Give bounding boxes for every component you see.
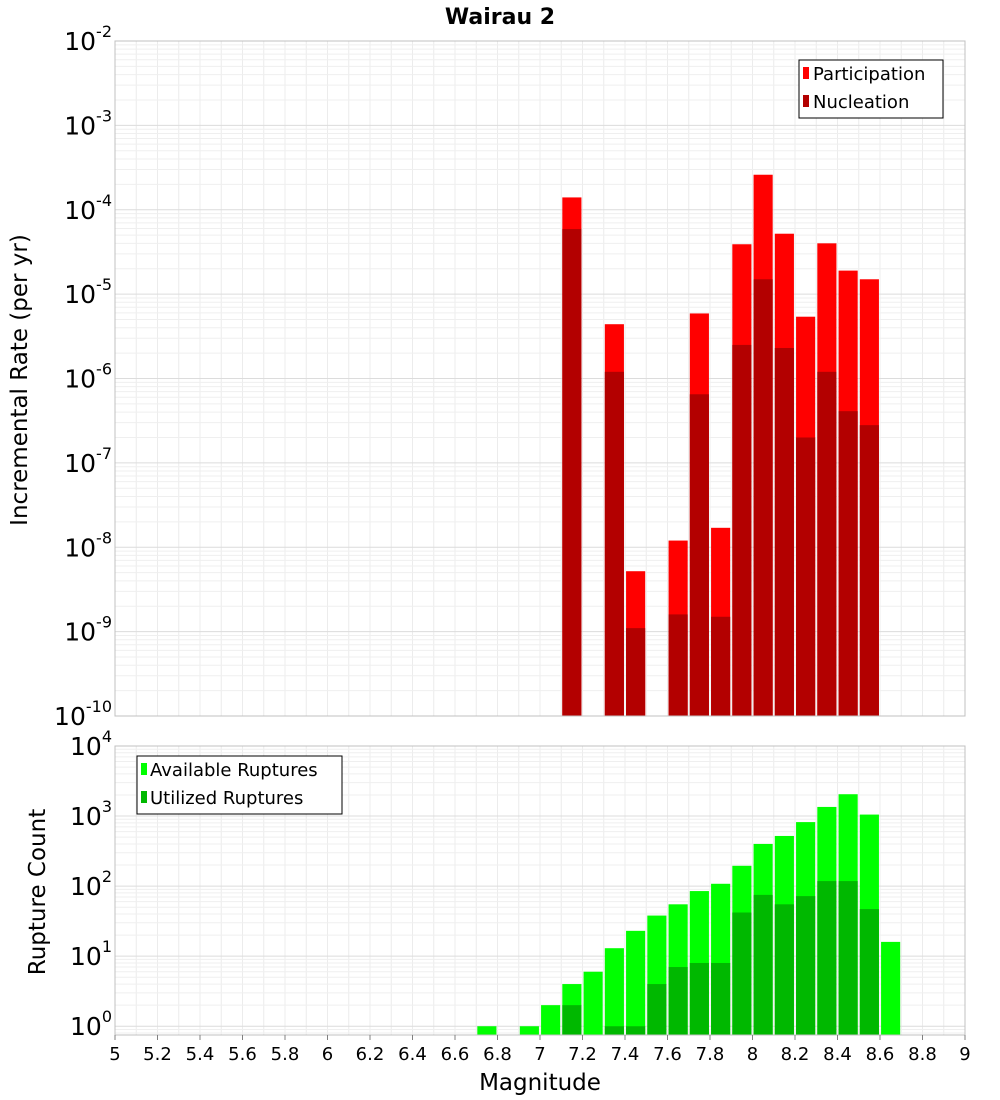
nucleation-bar [668, 614, 688, 716]
y-tick-label: 102 [70, 867, 112, 901]
nucleation-bar [817, 371, 837, 716]
nucleation-bar [711, 616, 731, 716]
rate-y-axis-label: Incremental Rate (per yr) [7, 234, 33, 526]
x-tick-label: 8.2 [781, 1044, 810, 1065]
y-tick-label: 10-3 [64, 106, 112, 140]
utilized-legend-label: Utilized Ruptures [150, 788, 303, 809]
utilized-ruptures-bar [689, 962, 709, 1035]
x-tick-label: 6 [322, 1044, 333, 1065]
x-tick-label: 5 [109, 1044, 120, 1065]
x-tick-label: 5.6 [228, 1044, 257, 1065]
y-tick-label: 100 [70, 1007, 112, 1041]
utilized-legend-swatch [141, 791, 147, 803]
x-tick-label: 6.4 [398, 1044, 427, 1065]
utilized-ruptures-bar [732, 912, 752, 1035]
rate-legend: Participation Nucleation [798, 59, 944, 119]
y-tick-label: 10-9 [64, 613, 112, 647]
utilized-ruptures-bar [626, 1026, 646, 1035]
utilized-ruptures-bar [753, 894, 773, 1035]
x-tick-label: 8.6 [866, 1044, 895, 1065]
rupture-panel-bars [477, 794, 901, 1035]
nucleation-legend-label: Nucleation [813, 92, 909, 113]
x-tick-label: 7.4 [611, 1044, 640, 1065]
rupture-legend-box [136, 755, 343, 815]
participation-legend-swatch [803, 67, 809, 79]
y-tick-label: 10-2 [64, 22, 112, 56]
y-tick-label: 104 [70, 727, 112, 761]
rupture-legend: Available Ruptures Utilized Ruptures [136, 755, 343, 815]
x-tick-label: 6.8 [483, 1044, 512, 1065]
x-tick-label: 8.8 [908, 1044, 937, 1065]
rupture-y-ticks: 104 103 102 101 100 [70, 727, 112, 1041]
magnitude-x-ticks: 5 5.2 5.4 5.6 5.8 6 6.2 6.4 6.6 6.8 7 7.2 7.4 7.6 7.8 8… [109, 1035, 971, 1065]
nucleation-bar [626, 628, 646, 716]
x-tick-label: 7 [534, 1044, 545, 1065]
utilized-ruptures-bar [796, 896, 816, 1035]
y-tick-label: 10-7 [64, 444, 112, 478]
x-tick-label: 9 [959, 1044, 970, 1065]
x-tick-label: 7.2 [568, 1044, 597, 1065]
available-ruptures-bar [541, 1005, 561, 1035]
y-tick-label: 101 [70, 937, 112, 971]
rate-y-ticks: 10-2 10-3 10-4 10-5 10-6 10-7 10-8 10-9 10-10 [54, 22, 112, 731]
nucleation-bar [732, 344, 752, 716]
nucleation-bar [859, 425, 879, 716]
x-tick-label: 7.8 [696, 1044, 725, 1065]
utilized-ruptures-bar [774, 904, 794, 1035]
available-legend-label: Available Ruptures [150, 760, 318, 781]
x-tick-label: 5.4 [186, 1044, 215, 1065]
utilized-ruptures-bar [711, 962, 731, 1035]
rate-legend-box [798, 59, 944, 119]
available-ruptures-bar [604, 948, 624, 1035]
participation-legend-label: Participation [813, 64, 925, 85]
utilized-ruptures-bar [859, 909, 879, 1035]
nucleation-bar [774, 347, 794, 716]
rate-panel: 10-2 10-3 10-4 10-5 10-6 10-7 10-8 10-9 10-10 In… [7, 22, 966, 731]
utilized-ruptures-bar [668, 967, 688, 1035]
y-tick-label: 10-8 [64, 528, 112, 562]
x-tick-label: 8.4 [823, 1044, 852, 1065]
x-tick-label: 5.2 [143, 1044, 172, 1065]
nucleation-bar [689, 394, 709, 716]
chart-title: Wairau 2 [445, 5, 555, 30]
available-legend-swatch [141, 763, 147, 775]
y-tick-label: 10-5 [64, 275, 112, 309]
x-tick-label: 7.6 [653, 1044, 682, 1065]
rate-panel-grid [114, 41, 966, 717]
available-ruptures-bar [477, 1026, 497, 1035]
available-ruptures-bar [881, 941, 901, 1035]
nucleation-bar [796, 437, 816, 716]
x-axis-label: Magnitude [479, 1070, 601, 1096]
utilized-ruptures-bar [604, 1026, 624, 1035]
y-tick-label: 10-10 [54, 697, 112, 731]
x-tick-label: 6.6 [441, 1044, 470, 1065]
available-ruptures-bar [519, 1026, 539, 1035]
available-ruptures-bar [626, 930, 646, 1035]
y-tick-label: 10-6 [64, 360, 112, 394]
available-ruptures-bar [583, 971, 603, 1035]
rupture-y-axis-label: Rupture Count [25, 809, 51, 975]
x-tick-label: 8 [747, 1044, 758, 1065]
nucleation-bar [562, 229, 582, 717]
x-tick-label: 6.2 [356, 1044, 385, 1065]
utilized-ruptures-bar [838, 881, 858, 1035]
rate-panel-frame [114, 40, 966, 717]
nucleation-legend-swatch [803, 95, 809, 107]
y-tick-label: 10-4 [64, 191, 112, 225]
utilized-ruptures-bar [647, 984, 667, 1035]
y-tick-label: 103 [70, 797, 112, 831]
nucleation-bar [838, 411, 858, 716]
utilized-ruptures-bar [817, 881, 837, 1035]
rupture-count-panel: 104 103 102 101 100 5 5.2 5.4 5.6 5.8 6 6.2 6.4 6.6 6… [25, 727, 971, 1096]
x-tick-label: 5.8 [271, 1044, 300, 1065]
nucleation-bar [753, 279, 773, 716]
utilized-ruptures-bar [562, 1005, 582, 1035]
rate-panel-bars [562, 174, 879, 717]
nucleation-bar [604, 371, 624, 716]
